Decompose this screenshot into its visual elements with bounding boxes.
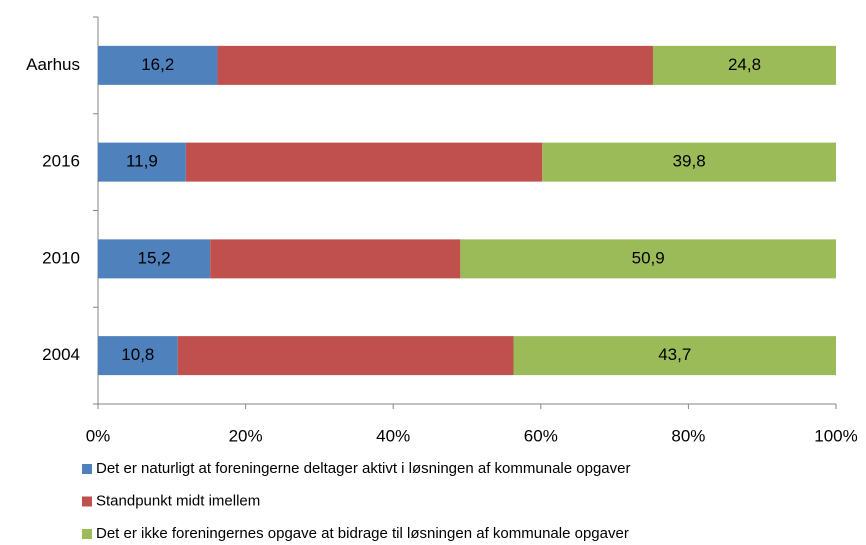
y-tick-label: 2016	[42, 152, 80, 171]
x-tick-label: 60%	[524, 426, 558, 445]
legend-swatch	[82, 529, 92, 539]
bar-segment	[98, 142, 186, 182]
legend-label: Det er naturligt at foreningerne deltage…	[96, 460, 630, 477]
data-label: 16,2	[141, 55, 174, 74]
data-label: 15,2	[138, 248, 171, 267]
legend-swatch	[82, 464, 92, 474]
data-label: 43,7	[658, 345, 691, 364]
x-tick-label: 80%	[671, 426, 705, 445]
legend-swatch	[82, 496, 92, 507]
bar-segment	[513, 336, 836, 376]
bar-segment	[652, 45, 836, 85]
bar-segment	[542, 142, 836, 182]
data-label: 11,9	[126, 152, 158, 171]
bar-segment	[98, 239, 211, 279]
data-label: 24,8	[728, 55, 761, 74]
y-tick-label: 2004	[42, 345, 80, 364]
legend-label: Standpunkt midt imellem	[96, 492, 260, 509]
data-label: 10,8	[121, 345, 154, 364]
bar-segment	[98, 45, 218, 85]
y-tick-label: Aarhus	[26, 55, 80, 74]
data-label: 39,8	[673, 152, 706, 171]
x-tick-label: 40%	[376, 426, 410, 445]
bar-segment	[98, 336, 178, 376]
x-tick-label: 100%	[814, 426, 857, 445]
legend-label: Det er ikke foreningernes opgave at bidr…	[96, 525, 629, 542]
bar-segment	[210, 239, 461, 279]
data-label: 50,9	[632, 248, 665, 267]
bar-segment	[185, 142, 543, 182]
bar-segment	[177, 336, 514, 376]
bar-segment	[217, 45, 653, 85]
x-tick-label: 20%	[229, 426, 263, 445]
x-tick-label: 0%	[86, 426, 111, 445]
bar-segment	[460, 239, 836, 279]
y-tick-label: 2010	[42, 248, 80, 267]
